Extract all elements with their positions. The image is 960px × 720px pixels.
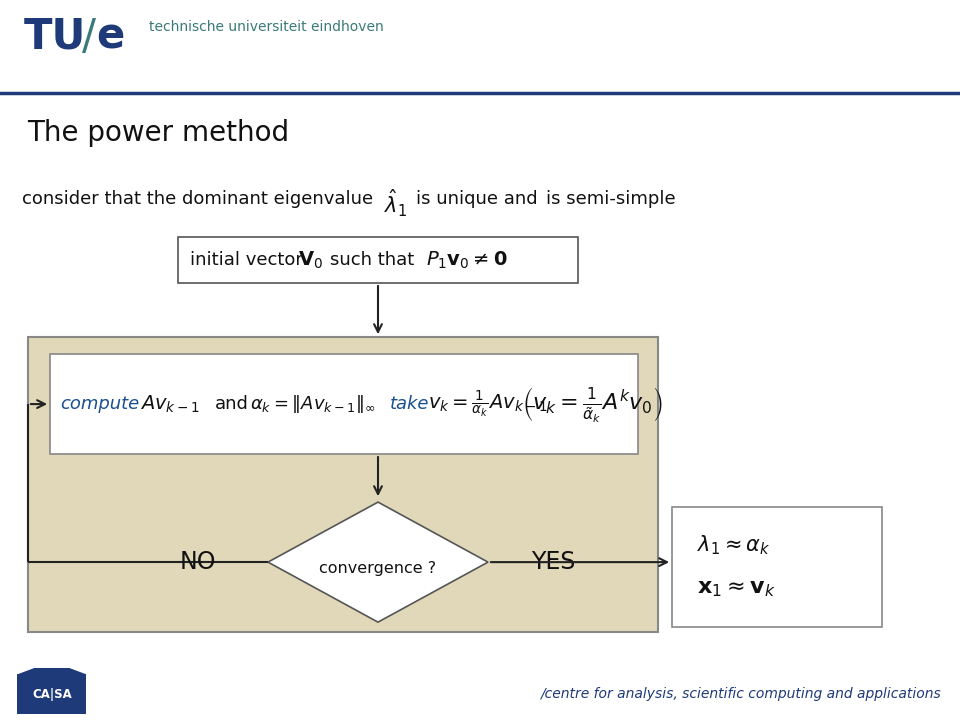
Text: initial vector: initial vector xyxy=(190,251,302,269)
FancyBboxPatch shape xyxy=(178,237,578,283)
Text: convergence ?: convergence ? xyxy=(320,561,437,575)
Text: and: and xyxy=(215,395,249,413)
FancyBboxPatch shape xyxy=(17,675,86,714)
Text: $Av_{k-1}$: $Av_{k-1}$ xyxy=(140,393,200,415)
Polygon shape xyxy=(268,502,488,622)
Text: is unique and: is unique and xyxy=(416,190,538,208)
Text: $P_1\mathbf{v}_0 \neq \mathbf{0}$: $P_1\mathbf{v}_0 \neq \mathbf{0}$ xyxy=(426,249,508,271)
Text: is semi-simple: is semi-simple xyxy=(546,190,676,208)
Text: such that: such that xyxy=(330,251,415,269)
FancyBboxPatch shape xyxy=(28,337,658,632)
Text: $v_k = \frac{1}{\alpha_k}Av_{k-1}$: $v_k = \frac{1}{\alpha_k}Av_{k-1}$ xyxy=(428,389,548,419)
Text: TU: TU xyxy=(24,16,86,58)
Text: /centre for analysis, scientific computing and applications: /centre for analysis, scientific computi… xyxy=(540,687,941,701)
Text: NO: NO xyxy=(180,550,216,574)
Text: CA|SA: CA|SA xyxy=(32,688,72,701)
Text: take: take xyxy=(390,395,429,413)
Text: $\mathbf{x}_1 \approx \mathbf{v}_k$: $\mathbf{x}_1 \approx \mathbf{v}_k$ xyxy=(697,579,776,599)
FancyBboxPatch shape xyxy=(50,354,638,454)
Polygon shape xyxy=(17,662,86,675)
Text: $\mathbf{V}_0$: $\mathbf{V}_0$ xyxy=(298,249,323,271)
Text: $\lambda_1 \approx \alpha_k$: $\lambda_1 \approx \alpha_k$ xyxy=(697,534,771,557)
Text: $\hat{\lambda}_1$: $\hat{\lambda}_1$ xyxy=(384,188,407,219)
Text: $\left( v_k = \frac{1}{\tilde{\alpha}_k} A^k v_0 \right)$: $\left( v_k = \frac{1}{\tilde{\alpha}_k}… xyxy=(522,384,663,423)
Text: technische universiteit eindhoven: technische universiteit eindhoven xyxy=(149,20,384,35)
FancyBboxPatch shape xyxy=(672,507,882,627)
Text: YES: YES xyxy=(531,550,575,574)
Text: consider that the dominant eigenvalue: consider that the dominant eigenvalue xyxy=(22,190,373,208)
Text: The power method: The power method xyxy=(27,119,289,147)
Text: $\alpha_k = \|Av_{k-1}\|_\infty$: $\alpha_k = \|Av_{k-1}\|_\infty$ xyxy=(250,393,375,415)
Text: /: / xyxy=(82,16,96,58)
Text: e: e xyxy=(96,16,124,58)
Text: compute: compute xyxy=(60,395,139,413)
